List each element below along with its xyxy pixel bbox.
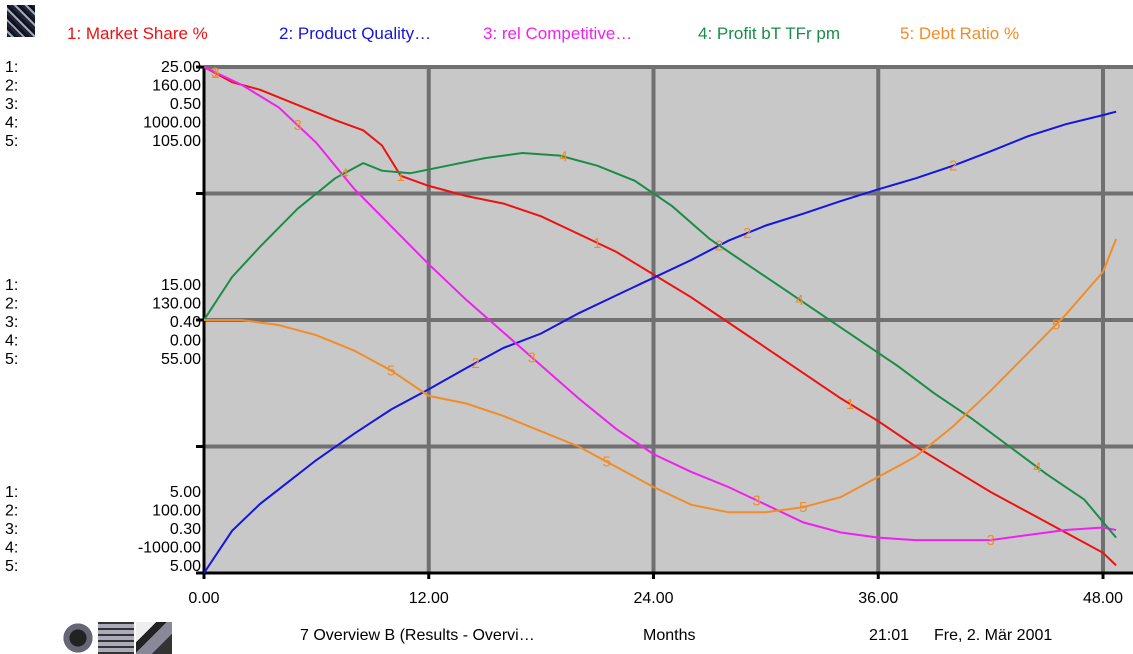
series-marker-label: 5 [603,454,611,471]
y-tick-prefix: 3: [5,96,18,113]
x-tick-label: 24.00 [633,590,673,607]
y-tick-prefix: 4: [5,540,18,557]
footer-time: 21:01 [869,627,910,644]
y-tick-prefix: 2: [5,296,18,313]
legend-product-quality: 2: Product Quality… [279,24,432,43]
y-tick-prefix: 4: [5,333,18,350]
series-marker-label: 4 [340,165,348,182]
y-tick-label: 1000.00 [143,115,201,132]
x-tick-label: 48.00 [1083,590,1123,607]
series-line [204,66,1117,567]
legend-market-share: 1: Market Share % [67,24,208,43]
y-tick-prefix: 5: [5,133,18,150]
series-marker-label: 1 [396,168,404,185]
y-tick-prefix: 3: [5,521,18,538]
series-marker-label: 3 [293,117,301,134]
y-tick-prefix: 2: [5,78,18,95]
y-tick-label: 25.00 [161,59,201,76]
series-marker-label: 3 [752,492,760,509]
pencil-icon[interactable] [136,622,172,654]
chart: 1: 25.002: 160.003: 0.504: 1000.005: 105.001:… [5,59,1133,607]
x-tick-label: 12.00 [409,590,449,607]
series-marker-label: 3 [986,532,994,549]
y-tick-label: 0.50 [170,96,201,113]
series-marker-label: 4 [1033,459,1041,476]
legend-profit: 4: Profit bT TFr pm [698,24,841,43]
y-tick-label: -1000.00 [138,540,201,557]
series-marker-label: 2 [743,225,751,242]
y-tick-prefix: 3: [5,314,18,331]
series-line [204,151,1117,539]
legend: 1: Market Share % 2: Product Quality… 3:… [0,0,1133,62]
series-marker-label: 4 [795,292,803,309]
y-tick-prefix: 1: [5,484,18,501]
y-tick-label: 5.00 [170,484,201,501]
y-tick-label: 130.00 [152,296,201,313]
y-tick-label: 0.40 [170,314,201,331]
series-line [204,66,1117,542]
y-tick-label: 15.00 [161,277,201,294]
series-marker-label: 1 [846,396,854,413]
series-marker-label: 3 [528,349,536,366]
footer-tools [60,622,172,654]
graph-tool-icon[interactable] [7,5,35,37]
footer-unit: Months [643,627,696,644]
y-tick-label: 105.00 [152,133,201,150]
series-marker-label: 1 [593,235,601,252]
y-tick-prefix: 5: [5,558,18,575]
y-tick-label: 0.30 [170,521,201,538]
series-marker-label: 1 [211,65,219,82]
series-marker-label: 3 [211,64,219,81]
footer: 7 Overview B (Results - Overvi… Months 2… [0,612,1133,654]
series-marker-label: 5 [387,363,395,380]
series-marker-label: 2 [471,355,479,372]
y-tick-prefix: 2: [5,503,18,520]
x-tick-label: 0.00 [188,590,219,607]
y-tick-label: 160.00 [152,78,201,95]
y-tick-prefix: 5: [5,351,18,368]
table-icon[interactable] [98,622,134,654]
series-marker-label: 4 [559,149,567,166]
y-tick-prefix: 4: [5,115,18,132]
footer-title: 7 Overview B (Results - Overvi… [300,627,535,644]
y-tick-label: 55.00 [161,351,201,368]
x-tick-label: 36.00 [858,590,898,607]
series-marker-label: 2 [949,158,957,175]
y-tick-label: 5.00 [170,558,201,575]
series-marker-label: 5 [1052,316,1060,333]
series-line [204,110,1117,574]
y-tick-label: 100.00 [152,503,201,520]
legend-rel-competitive: 3: rel Competitive… [483,24,633,43]
y-tick-label: 0.00 [170,333,201,350]
lock-icon[interactable] [60,622,96,654]
series-marker-label: 5 [799,499,807,516]
legend-debt-ratio: 5: Debt Ratio % [900,24,1020,43]
footer-date: Fre, 2. Mär 2001 [934,627,1053,644]
y-tick-prefix: 1: [5,59,18,76]
y-tick-prefix: 1: [5,277,18,294]
series-line [204,238,1118,514]
